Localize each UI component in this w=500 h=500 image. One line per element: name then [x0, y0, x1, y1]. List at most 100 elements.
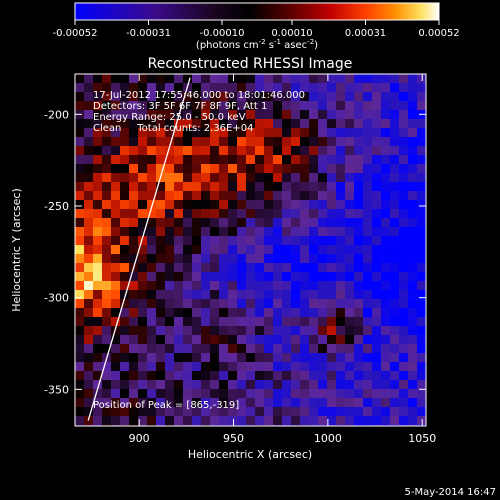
heatmap-cell — [111, 362, 121, 372]
heatmap-cell — [219, 272, 229, 282]
heatmap-cell — [309, 326, 319, 336]
heatmap-cell — [102, 146, 112, 156]
heatmap-cell — [282, 74, 292, 84]
heatmap-cell — [399, 281, 409, 291]
heatmap-cell — [336, 182, 346, 192]
heatmap-cell — [264, 110, 274, 120]
heatmap-cell — [237, 389, 247, 399]
heatmap-cell — [327, 281, 337, 291]
heatmap-cell — [372, 416, 382, 426]
heatmap-cell — [75, 407, 85, 417]
heatmap-cell — [408, 146, 418, 156]
heatmap-cell — [147, 191, 157, 201]
heatmap-cell — [237, 83, 247, 93]
heatmap-cell — [282, 371, 292, 381]
heatmap-cell — [246, 281, 256, 291]
heatmap-cell — [228, 317, 238, 327]
heatmap-cell — [264, 164, 274, 174]
heatmap-cell — [390, 407, 400, 417]
heatmap-cell — [210, 299, 220, 309]
heatmap-cell — [210, 146, 220, 156]
heatmap-cell — [210, 110, 220, 120]
heatmap-cell — [201, 317, 211, 327]
heatmap-cell — [147, 218, 157, 228]
heatmap-cell — [183, 407, 193, 417]
heatmap-cell — [156, 83, 166, 93]
heatmap-cell — [390, 326, 400, 336]
heatmap-cell — [264, 137, 274, 147]
heatmap-cell — [264, 389, 274, 399]
heatmap-cell — [300, 344, 310, 354]
heatmap-cell — [327, 128, 337, 138]
heatmap-cell — [408, 308, 418, 318]
heatmap-cell — [102, 308, 112, 318]
heatmap-cell — [228, 344, 238, 354]
heatmap-cell — [363, 146, 373, 156]
heatmap-cell — [237, 74, 247, 84]
heatmap-cell — [246, 254, 256, 264]
heatmap-cell — [102, 254, 112, 264]
heatmap-cell — [408, 236, 418, 246]
heatmap-cell — [327, 101, 337, 111]
heatmap-cell — [291, 227, 301, 237]
heatmap-cell — [255, 398, 265, 408]
heatmap-cell — [219, 263, 229, 273]
heatmap-cell — [201, 290, 211, 300]
heatmap-cell — [75, 164, 85, 174]
heatmap-cell — [255, 92, 265, 102]
heatmap-cell — [336, 245, 346, 255]
heatmap-cell — [147, 362, 157, 372]
heatmap-cell — [354, 236, 364, 246]
heatmap-cell — [282, 317, 292, 327]
heatmap-cell — [354, 83, 364, 93]
heatmap-cell — [309, 128, 319, 138]
heatmap-cell — [228, 299, 238, 309]
heatmap-cell — [84, 389, 94, 399]
heatmap-cell — [183, 101, 193, 111]
heatmap-cell — [372, 227, 382, 237]
heatmap-cell — [237, 119, 247, 129]
heatmap-cell — [300, 146, 310, 156]
heatmap-cell — [399, 128, 409, 138]
heatmap-cell — [174, 173, 184, 183]
heatmap-cell — [201, 353, 211, 363]
heatmap-cell — [228, 245, 238, 255]
heatmap-cell — [318, 83, 328, 93]
heatmap-cell — [291, 110, 301, 120]
heatmap-cell — [354, 326, 364, 336]
heatmap-cell — [399, 272, 409, 282]
heatmap-cell — [309, 110, 319, 120]
heatmap-cell — [246, 119, 256, 129]
heatmap-cell — [129, 344, 139, 354]
heatmap-cell — [246, 101, 256, 111]
heatmap-cell — [318, 227, 328, 237]
heatmap-cell — [228, 407, 238, 417]
heatmap-cell — [399, 83, 409, 93]
heatmap-cell — [381, 146, 391, 156]
heatmap-cell — [417, 164, 426, 174]
heatmap-cell — [345, 362, 355, 372]
heatmap-cell — [417, 182, 426, 192]
heatmap-cell — [192, 290, 202, 300]
heatmap-cell — [327, 137, 337, 147]
heatmap-cell — [156, 218, 166, 228]
colorbar-tick-label: -0.00052 — [53, 28, 98, 39]
heatmap-cell — [318, 128, 328, 138]
heatmap-cell — [300, 353, 310, 363]
colorbar: -0.00052 -0.00031 -0.00010 0.00010 0.00031 0.… — [53, 2, 460, 51]
heatmap-cell — [201, 92, 211, 102]
heatmap-cell — [408, 326, 418, 336]
heatmap-cell — [399, 245, 409, 255]
heatmap-cell — [174, 83, 184, 93]
heatmap-cell — [75, 218, 85, 228]
heatmap-cell — [408, 353, 418, 363]
heatmap-cell — [246, 245, 256, 255]
heatmap-cell — [300, 362, 310, 372]
plot-area: 900 950 1000 1050-200-250-300-350 — [44, 73, 436, 445]
heatmap-cell — [93, 380, 103, 390]
heatmap-cell — [381, 344, 391, 354]
heatmap-cell — [192, 92, 202, 102]
heatmap-cell — [345, 128, 355, 138]
heatmap-cell — [345, 173, 355, 183]
heatmap-cell — [228, 155, 238, 165]
